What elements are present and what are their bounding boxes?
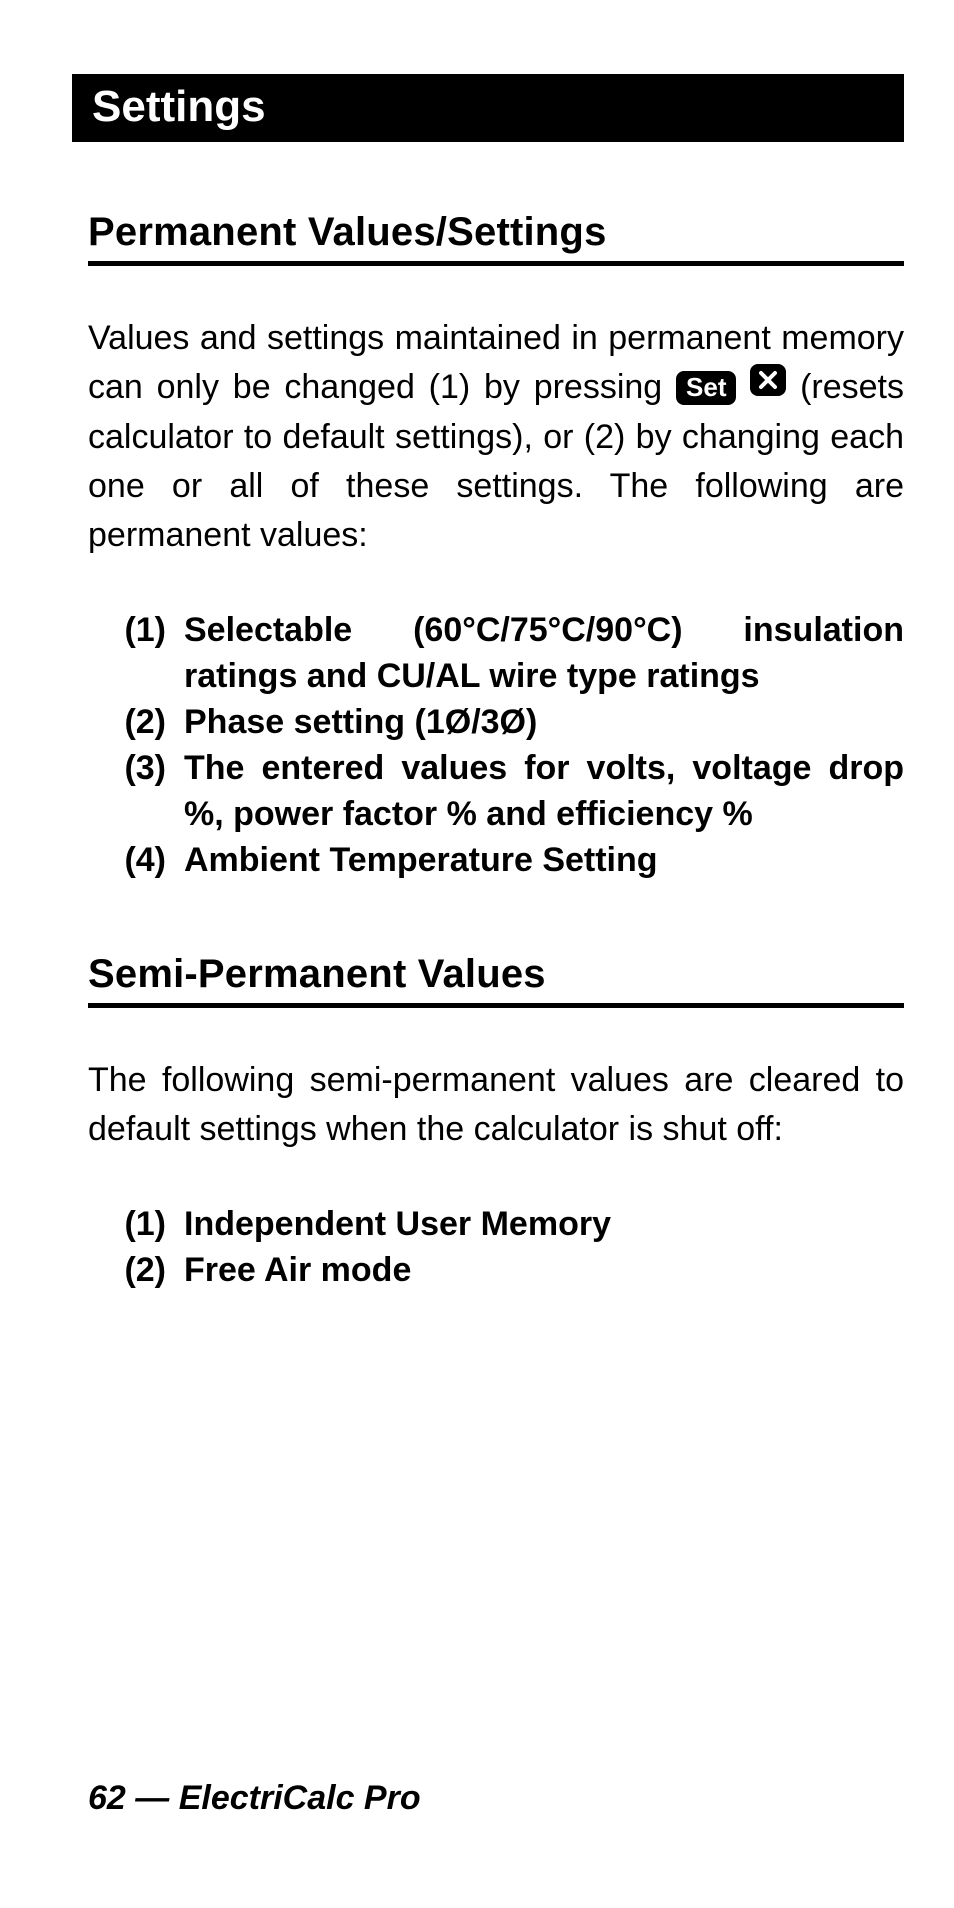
list-item-text: Selectable (60°C/75°C/90°C) insula­tion … [184,608,904,700]
manual-page: Settings Permanent Values/Settings Value… [88,74,904,1294]
page-footer: 62 — ElectriCalc Pro [88,1779,421,1818]
section2-intro: The following semi-permanent values are … [88,1056,904,1155]
list-item-number: (2) [88,700,184,746]
section-heading-semipermanent: Semi-Permanent Values [88,952,904,1008]
list-item-number: (3) [88,746,184,838]
list-item-text: Phase setting (1Ø/3Ø) [184,700,904,746]
list-item: (1) Selectable (60°C/75°C/90°C) insula­t… [88,608,904,700]
list-item-number: (2) [88,1248,184,1294]
list-item-text: Ambient Temperature Setting [184,838,904,884]
list-item: (2) Free Air mode [88,1248,904,1294]
list-item: (4) Ambient Temperature Setting [88,838,904,884]
set-key-icon: Set [676,371,736,405]
list-item: (1) Independent User Memory [88,1202,904,1248]
page-title: Settings [72,74,904,142]
list-item: (3) The entered values for volts, volt­a… [88,746,904,838]
list-item: (2) Phase setting (1Ø/3Ø) [88,700,904,746]
list-item-text: The entered values for volts, volt­age d… [184,746,904,838]
list-item-number: (4) [88,838,184,884]
permanent-values-list: (1) Selectable (60°C/75°C/90°C) insula­t… [88,608,904,883]
list-item-text: Free Air mode [184,1248,904,1294]
semi-permanent-values-list: (1) Independent User Memory (2) Free Air… [88,1202,904,1294]
list-item-text: Independent User Memory [184,1202,904,1248]
list-item-number: (1) [88,608,184,700]
list-item-number: (1) [88,1202,184,1248]
clear-key-icon [750,364,786,396]
section-heading-permanent: Permanent Values/Settings [88,210,904,266]
section1-intro: Values and settings maintained in per­ma… [88,314,904,560]
